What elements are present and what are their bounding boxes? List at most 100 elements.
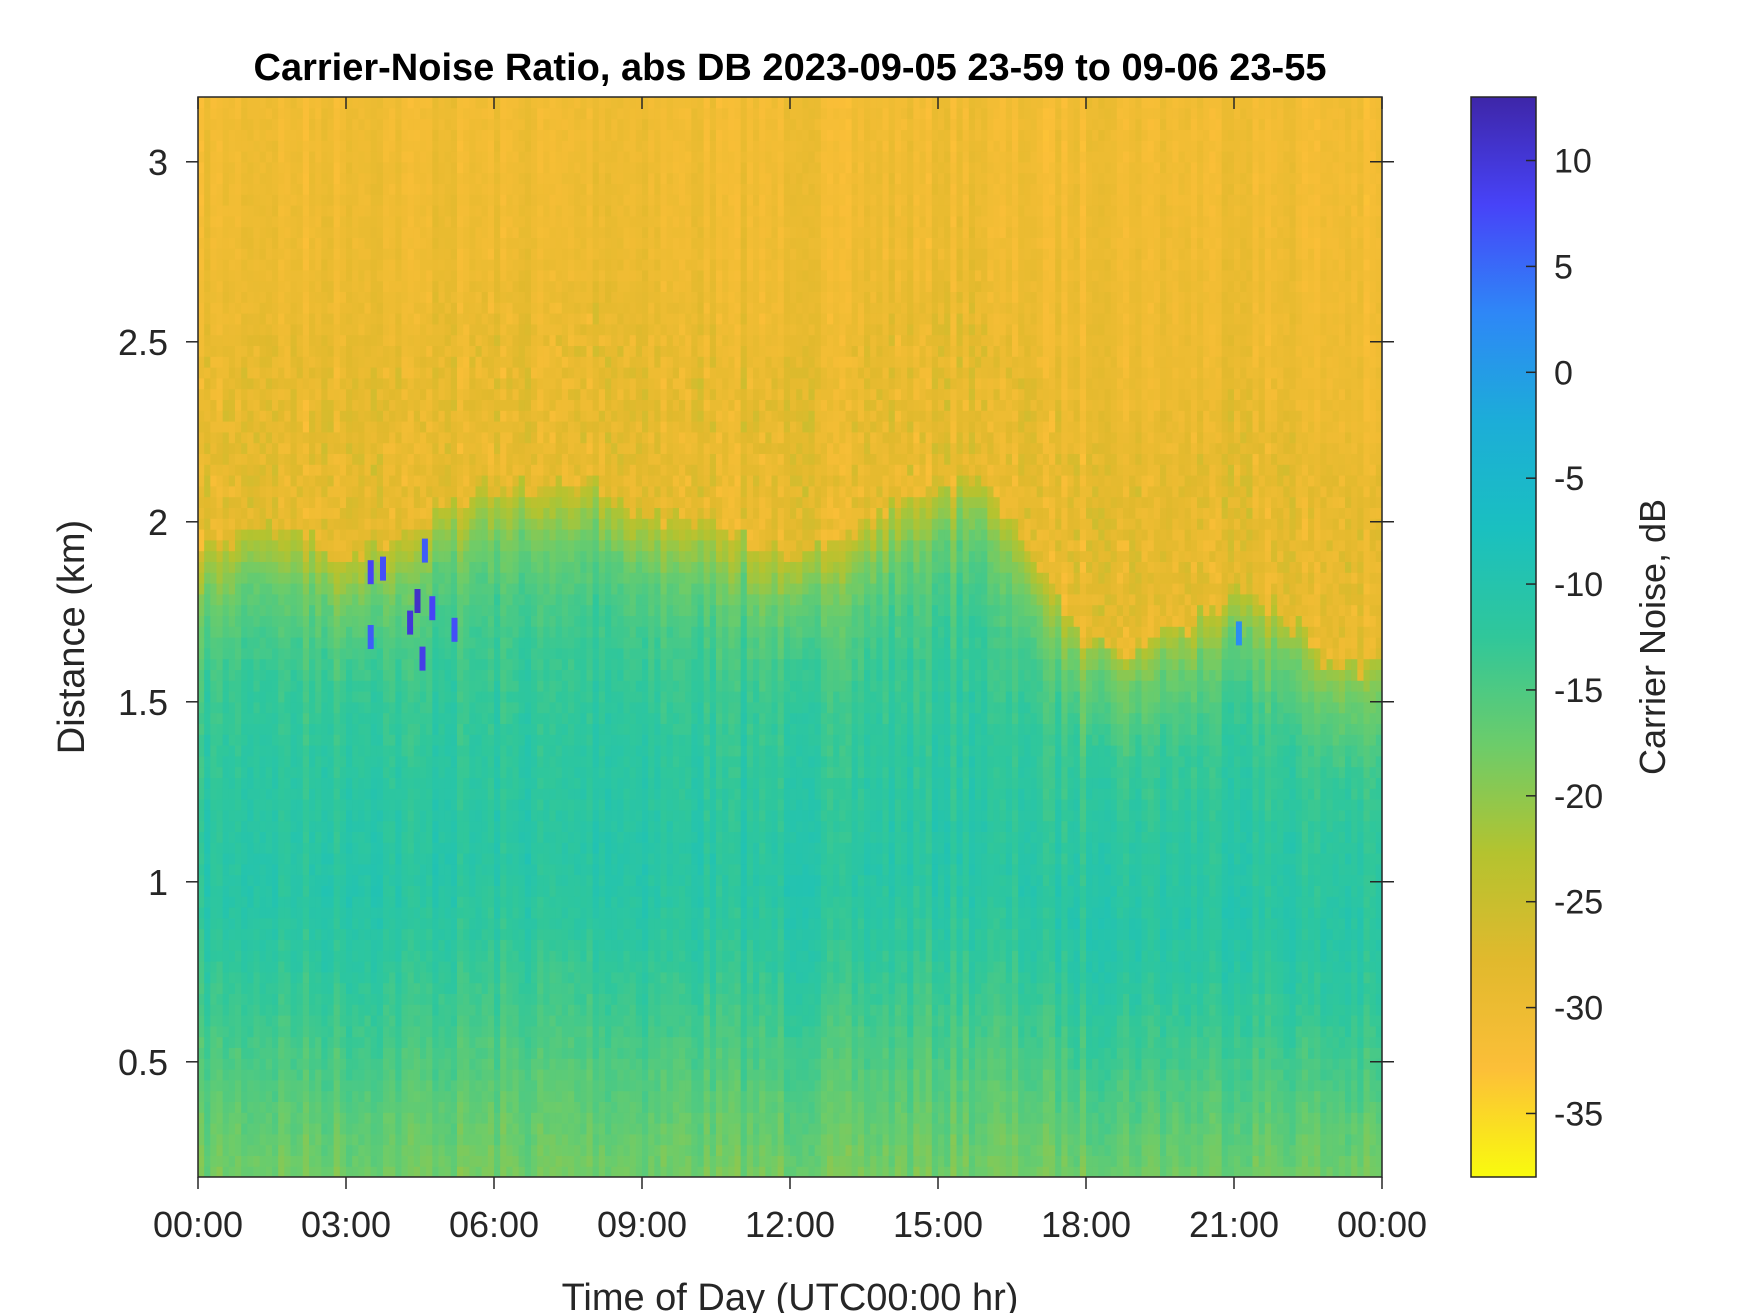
heatmap-cell <box>383 550 390 562</box>
heatmap-cell <box>309 118 316 130</box>
heatmap-cell <box>481 961 489 973</box>
heatmap-cell <box>420 464 427 476</box>
heatmap-cell <box>395 302 403 314</box>
heatmap-cell <box>228 766 236 778</box>
heatmap-cell <box>426 993 433 1005</box>
heatmap-cell <box>327 431 335 444</box>
heatmap-cell <box>352 604 359 616</box>
heatmap-cell <box>407 518 415 530</box>
heatmap-cell <box>272 302 279 314</box>
heatmap-cell <box>327 1144 335 1156</box>
heatmap-cell <box>315 550 322 562</box>
heatmap-cell <box>487 356 495 368</box>
heatmap-cell <box>247 129 255 141</box>
heatmap-cell <box>272 269 279 282</box>
heatmap-cell <box>463 896 470 908</box>
heatmap-cell <box>222 431 230 444</box>
heatmap-cell <box>444 755 452 768</box>
heatmap-cell <box>358 950 366 962</box>
heatmap-cell <box>198 1036 205 1048</box>
heatmap-cell <box>432 431 440 444</box>
heatmap-cell <box>358 1047 366 1059</box>
heatmap-cell <box>284 961 292 973</box>
heatmap-cell <box>216 1166 224 1177</box>
heatmap-cell <box>333 550 341 562</box>
heatmap-cell <box>198 539 205 552</box>
heatmap-cell <box>235 1090 242 1102</box>
heatmap-cell <box>346 939 353 951</box>
heatmap-cell <box>247 982 255 994</box>
heatmap-cell <box>235 939 242 951</box>
heatmap-cell <box>284 453 292 465</box>
heatmap-cell <box>463 269 470 282</box>
heatmap-cell <box>302 356 310 368</box>
heatmap-cell <box>469 388 477 400</box>
heatmap-cell <box>284 464 292 476</box>
heatmap-cell <box>296 820 304 832</box>
heatmap-cell <box>228 248 236 260</box>
heatmap-cell <box>284 172 292 184</box>
heatmap-cell <box>327 280 335 292</box>
heatmap-cell <box>463 809 470 822</box>
heatmap-cell <box>475 453 483 465</box>
heatmap-cell <box>290 518 298 530</box>
heatmap-cell <box>407 658 415 670</box>
heatmap-cell <box>413 928 421 940</box>
heatmap-cell <box>327 205 335 217</box>
heatmap-cell <box>407 172 415 184</box>
heatmap-cell <box>457 971 464 984</box>
heatmap-cell <box>327 399 335 411</box>
heatmap-cell <box>438 950 446 962</box>
heatmap-cell <box>302 118 310 130</box>
heatmap-cell <box>222 637 230 649</box>
heatmap-cell <box>222 107 230 120</box>
heatmap-cell <box>253 399 261 411</box>
heatmap-cell <box>302 1004 310 1016</box>
heatmap-cell <box>364 820 372 832</box>
heatmap-cell <box>333 593 341 606</box>
heatmap-cell <box>204 475 211 487</box>
heatmap-cell <box>253 313 261 325</box>
heatmap-cell <box>290 691 298 703</box>
heatmap-cell <box>420 637 427 649</box>
heatmap-cell <box>241 626 248 638</box>
heatmap-cell <box>426 1101 433 1113</box>
heatmap-cell <box>204 194 211 206</box>
heatmap-cell <box>395 259 403 271</box>
heatmap-cell <box>235 755 242 768</box>
heatmap-cell <box>265 259 273 271</box>
heatmap-cell <box>198 874 205 886</box>
heatmap-cell <box>352 734 359 746</box>
heatmap-cell <box>259 259 267 271</box>
heatmap-cell <box>401 399 409 411</box>
heatmap-cell <box>364 1058 372 1070</box>
heatmap-cell <box>401 691 409 703</box>
heatmap-cell <box>216 583 224 595</box>
heatmap-cell <box>370 701 378 714</box>
heatmap-cell <box>321 388 329 400</box>
heatmap-cell <box>235 431 242 444</box>
heatmap-cell <box>370 291 378 303</box>
heatmap-cell <box>296 291 304 303</box>
heatmap-cell <box>302 950 310 962</box>
heatmap-cell <box>309 626 316 638</box>
heatmap-cell <box>309 129 316 141</box>
heatmap-cell <box>469 1090 477 1102</box>
heatmap-cell <box>475 1133 483 1146</box>
heatmap-cell <box>253 302 261 314</box>
heatmap-cell <box>309 788 316 800</box>
heatmap-cell <box>235 280 242 292</box>
heatmap-cell <box>407 529 415 541</box>
heatmap-cell <box>457 1101 464 1113</box>
heatmap-cell <box>327 745 335 757</box>
heatmap-cell <box>333 205 341 217</box>
heatmap-cell <box>413 1133 421 1146</box>
heatmap-cell <box>296 248 304 260</box>
heatmap-cell <box>500 788 507 800</box>
heatmap-cell <box>494 831 501 843</box>
heatmap-cell <box>487 172 495 184</box>
heatmap-cell <box>333 485 341 498</box>
heatmap-cell <box>247 917 255 930</box>
heatmap-cell <box>444 583 452 595</box>
